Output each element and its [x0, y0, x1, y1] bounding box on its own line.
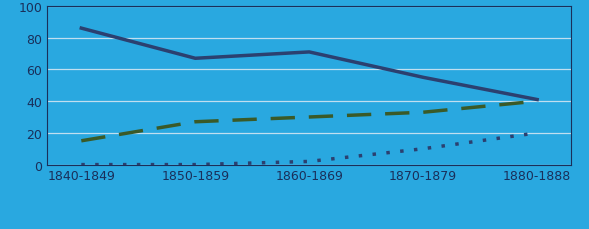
Legend: Alforrias condicionais, Alforrias incondicionais, Estado / Leis Abolicionistas: Alforrias condicionais, Alforrias incond… — [31, 228, 588, 229]
